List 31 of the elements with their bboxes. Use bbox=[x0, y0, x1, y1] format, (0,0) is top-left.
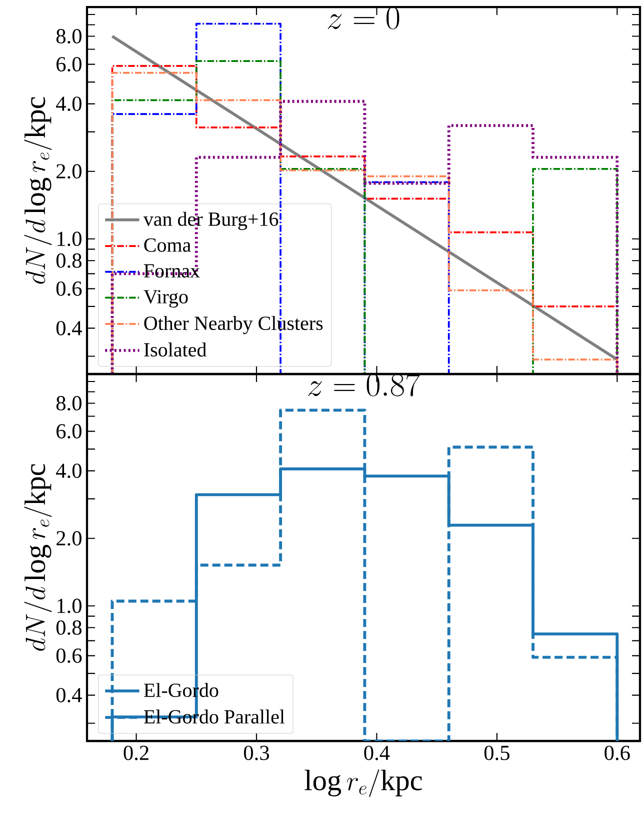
y-tick-label: 1.0 bbox=[58, 598, 82, 614]
y-tick-label: 8.0 bbox=[56, 396, 82, 410]
y-axis-title: $dN/d\log r_e/\mathrm{kpc}$ bbox=[24, 464, 52, 651]
legend-label: Coma bbox=[144, 238, 191, 252]
y-tick-label: 0.8 bbox=[56, 253, 82, 268]
legend-label: Isolated bbox=[144, 342, 206, 357]
y-tick-label: 0.4 bbox=[56, 320, 82, 336]
y-tick-label: 8.0 bbox=[56, 29, 82, 44]
y-tick-label: 4.0 bbox=[56, 96, 82, 112]
legend-label: Virgo bbox=[144, 290, 188, 308]
y-axis-title: $dN/d\log r_e/\mathrm{kpc}$ bbox=[24, 97, 52, 284]
x-tick-label: 0.6 bbox=[604, 746, 630, 760]
x-tick-label: 0.5 bbox=[484, 746, 510, 760]
y-tick-label: 0.4 bbox=[56, 688, 82, 702]
y-tick-label: 0.8 bbox=[56, 620, 82, 635]
chart-title: $z=0$ bbox=[328, 6, 400, 30]
y-tick-label: 6.0 bbox=[56, 424, 82, 439]
x-tick-label: 0.3 bbox=[244, 746, 269, 760]
legend-label: van der Burg+16 bbox=[143, 212, 278, 230]
y-tick-label: 2.0 bbox=[56, 164, 82, 179]
x-tick-label: 0.4 bbox=[364, 746, 390, 760]
x-tick-label: 0.2 bbox=[124, 746, 148, 760]
y-tick-label: 4.0 bbox=[56, 464, 82, 478]
x-axis-title: $\log r_e/\mathrm{kpc}$ bbox=[304, 769, 422, 797]
y-tick-label: 0.6 bbox=[56, 648, 82, 663]
y-tick-label: 6.0 bbox=[56, 57, 82, 72]
y-tick-label: 2.0 bbox=[56, 531, 82, 546]
legend-label: Other Nearby Clusters bbox=[144, 316, 323, 334]
y-tick-label: 0.6 bbox=[56, 281, 82, 296]
y-tick-label: 1.0 bbox=[58, 232, 82, 246]
legend-label: Fornax bbox=[144, 264, 200, 278]
